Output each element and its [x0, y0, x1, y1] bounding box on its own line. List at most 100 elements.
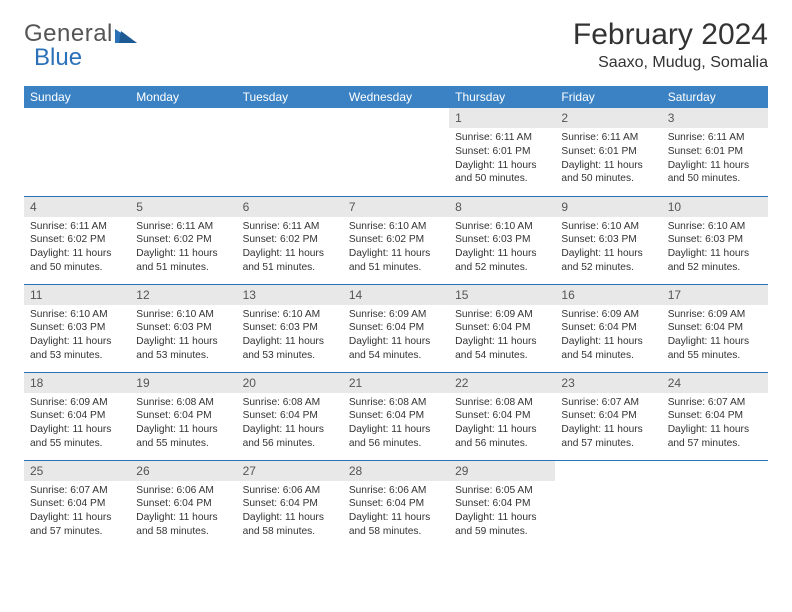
calendar-day: 6Sunrise: 6:11 AMSunset: 6:02 PMDaylight… — [237, 196, 343, 284]
calendar-empty — [24, 108, 130, 196]
day-details: Sunrise: 6:09 AMSunset: 6:04 PMDaylight:… — [555, 305, 661, 368]
calendar-day: 24Sunrise: 6:07 AMSunset: 6:04 PMDayligh… — [662, 372, 768, 460]
day-number: 14 — [343, 285, 449, 305]
day-details: Sunrise: 6:06 AMSunset: 6:04 PMDaylight:… — [343, 481, 449, 544]
calendar-empty — [237, 108, 343, 196]
day-number: 12 — [130, 285, 236, 305]
weekday-header: Friday — [555, 86, 661, 108]
calendar-day: 16Sunrise: 6:09 AMSunset: 6:04 PMDayligh… — [555, 284, 661, 372]
calendar-day: 19Sunrise: 6:08 AMSunset: 6:04 PMDayligh… — [130, 372, 236, 460]
calendar-day: 18Sunrise: 6:09 AMSunset: 6:04 PMDayligh… — [24, 372, 130, 460]
calendar-empty — [662, 460, 768, 548]
day-number: 29 — [449, 461, 555, 481]
calendar-day: 5Sunrise: 6:11 AMSunset: 6:02 PMDaylight… — [130, 196, 236, 284]
day-details: Sunrise: 6:10 AMSunset: 6:03 PMDaylight:… — [555, 217, 661, 280]
day-number: 28 — [343, 461, 449, 481]
calendar-row: 1Sunrise: 6:11 AMSunset: 6:01 PMDaylight… — [24, 108, 768, 196]
calendar-table: SundayMondayTuesdayWednesdayThursdayFrid… — [24, 86, 768, 548]
day-details: Sunrise: 6:06 AMSunset: 6:04 PMDaylight:… — [237, 481, 343, 544]
calendar-row: 25Sunrise: 6:07 AMSunset: 6:04 PMDayligh… — [24, 460, 768, 548]
day-number: 25 — [24, 461, 130, 481]
calendar-empty — [343, 108, 449, 196]
day-number: 3 — [662, 108, 768, 128]
calendar-day: 7Sunrise: 6:10 AMSunset: 6:02 PMDaylight… — [343, 196, 449, 284]
day-number: 24 — [662, 373, 768, 393]
day-number: 20 — [237, 373, 343, 393]
day-number: 10 — [662, 197, 768, 217]
brand-triangle-icon — [115, 22, 137, 50]
calendar-empty — [130, 108, 236, 196]
month-title: February 2024 — [573, 18, 768, 52]
day-details: Sunrise: 6:11 AMSunset: 6:01 PMDaylight:… — [662, 128, 768, 191]
calendar-day: 2Sunrise: 6:11 AMSunset: 6:01 PMDaylight… — [555, 108, 661, 196]
day-details: Sunrise: 6:07 AMSunset: 6:04 PMDaylight:… — [24, 481, 130, 544]
calendar-day: 3Sunrise: 6:11 AMSunset: 6:01 PMDaylight… — [662, 108, 768, 196]
day-number: 15 — [449, 285, 555, 305]
day-number: 22 — [449, 373, 555, 393]
calendar-day: 11Sunrise: 6:10 AMSunset: 6:03 PMDayligh… — [24, 284, 130, 372]
day-number: 1 — [449, 108, 555, 128]
day-details: Sunrise: 6:10 AMSunset: 6:03 PMDaylight:… — [24, 305, 130, 368]
calendar-row: 11Sunrise: 6:10 AMSunset: 6:03 PMDayligh… — [24, 284, 768, 372]
day-details: Sunrise: 6:09 AMSunset: 6:04 PMDaylight:… — [343, 305, 449, 368]
day-details: Sunrise: 6:09 AMSunset: 6:04 PMDaylight:… — [449, 305, 555, 368]
day-details: Sunrise: 6:11 AMSunset: 6:01 PMDaylight:… — [449, 128, 555, 191]
calendar-day: 12Sunrise: 6:10 AMSunset: 6:03 PMDayligh… — [130, 284, 236, 372]
day-details: Sunrise: 6:07 AMSunset: 6:04 PMDaylight:… — [662, 393, 768, 456]
day-number: 8 — [449, 197, 555, 217]
day-number: 5 — [130, 197, 236, 217]
calendar-day: 15Sunrise: 6:09 AMSunset: 6:04 PMDayligh… — [449, 284, 555, 372]
day-details: Sunrise: 6:10 AMSunset: 6:03 PMDaylight:… — [237, 305, 343, 368]
calendar-day: 1Sunrise: 6:11 AMSunset: 6:01 PMDaylight… — [449, 108, 555, 196]
location-text: Saaxo, Mudug, Somalia — [573, 54, 768, 72]
day-number: 18 — [24, 373, 130, 393]
day-number: 4 — [24, 197, 130, 217]
day-number: 16 — [555, 285, 661, 305]
day-number: 11 — [24, 285, 130, 305]
day-number: 19 — [130, 373, 236, 393]
day-number: 26 — [130, 461, 236, 481]
weekday-header: Thursday — [449, 86, 555, 108]
calendar-head: SundayMondayTuesdayWednesdayThursdayFrid… — [24, 86, 768, 108]
weekday-header: Monday — [130, 86, 236, 108]
day-details: Sunrise: 6:10 AMSunset: 6:03 PMDaylight:… — [130, 305, 236, 368]
day-details: Sunrise: 6:11 AMSunset: 6:02 PMDaylight:… — [130, 217, 236, 280]
calendar-day: 4Sunrise: 6:11 AMSunset: 6:02 PMDaylight… — [24, 196, 130, 284]
day-number: 23 — [555, 373, 661, 393]
calendar-day: 20Sunrise: 6:08 AMSunset: 6:04 PMDayligh… — [237, 372, 343, 460]
calendar-empty — [555, 460, 661, 548]
calendar-day: 28Sunrise: 6:06 AMSunset: 6:04 PMDayligh… — [343, 460, 449, 548]
day-details: Sunrise: 6:07 AMSunset: 6:04 PMDaylight:… — [555, 393, 661, 456]
weekday-header: Saturday — [662, 86, 768, 108]
calendar-day: 23Sunrise: 6:07 AMSunset: 6:04 PMDayligh… — [555, 372, 661, 460]
day-number: 17 — [662, 285, 768, 305]
calendar-row: 4Sunrise: 6:11 AMSunset: 6:02 PMDaylight… — [24, 196, 768, 284]
calendar-day: 17Sunrise: 6:09 AMSunset: 6:04 PMDayligh… — [662, 284, 768, 372]
day-details: Sunrise: 6:10 AMSunset: 6:02 PMDaylight:… — [343, 217, 449, 280]
day-number: 13 — [237, 285, 343, 305]
title-block: February 2024 Saaxo, Mudug, Somalia — [573, 18, 768, 72]
day-details: Sunrise: 6:09 AMSunset: 6:04 PMDaylight:… — [24, 393, 130, 456]
day-number: 6 — [237, 197, 343, 217]
weekday-header: Tuesday — [237, 86, 343, 108]
day-number: 7 — [343, 197, 449, 217]
calendar-day: 29Sunrise: 6:05 AMSunset: 6:04 PMDayligh… — [449, 460, 555, 548]
calendar-day: 9Sunrise: 6:10 AMSunset: 6:03 PMDaylight… — [555, 196, 661, 284]
day-details: Sunrise: 6:06 AMSunset: 6:04 PMDaylight:… — [130, 481, 236, 544]
calendar-day: 27Sunrise: 6:06 AMSunset: 6:04 PMDayligh… — [237, 460, 343, 548]
calendar-day: 25Sunrise: 6:07 AMSunset: 6:04 PMDayligh… — [24, 460, 130, 548]
weekday-header: Wednesday — [343, 86, 449, 108]
day-number: 2 — [555, 108, 661, 128]
calendar-body: 1Sunrise: 6:11 AMSunset: 6:01 PMDaylight… — [24, 108, 768, 548]
weekday-header: Sunday — [24, 86, 130, 108]
day-details: Sunrise: 6:05 AMSunset: 6:04 PMDaylight:… — [449, 481, 555, 544]
day-details: Sunrise: 6:11 AMSunset: 6:01 PMDaylight:… — [555, 128, 661, 191]
day-details: Sunrise: 6:08 AMSunset: 6:04 PMDaylight:… — [449, 393, 555, 456]
calendar-day: 8Sunrise: 6:10 AMSunset: 6:03 PMDaylight… — [449, 196, 555, 284]
day-details: Sunrise: 6:10 AMSunset: 6:03 PMDaylight:… — [449, 217, 555, 280]
calendar-day: 22Sunrise: 6:08 AMSunset: 6:04 PMDayligh… — [449, 372, 555, 460]
day-details: Sunrise: 6:09 AMSunset: 6:04 PMDaylight:… — [662, 305, 768, 368]
calendar-day: 26Sunrise: 6:06 AMSunset: 6:04 PMDayligh… — [130, 460, 236, 548]
brand-part2: Blue — [34, 44, 82, 72]
day-details: Sunrise: 6:08 AMSunset: 6:04 PMDaylight:… — [130, 393, 236, 456]
